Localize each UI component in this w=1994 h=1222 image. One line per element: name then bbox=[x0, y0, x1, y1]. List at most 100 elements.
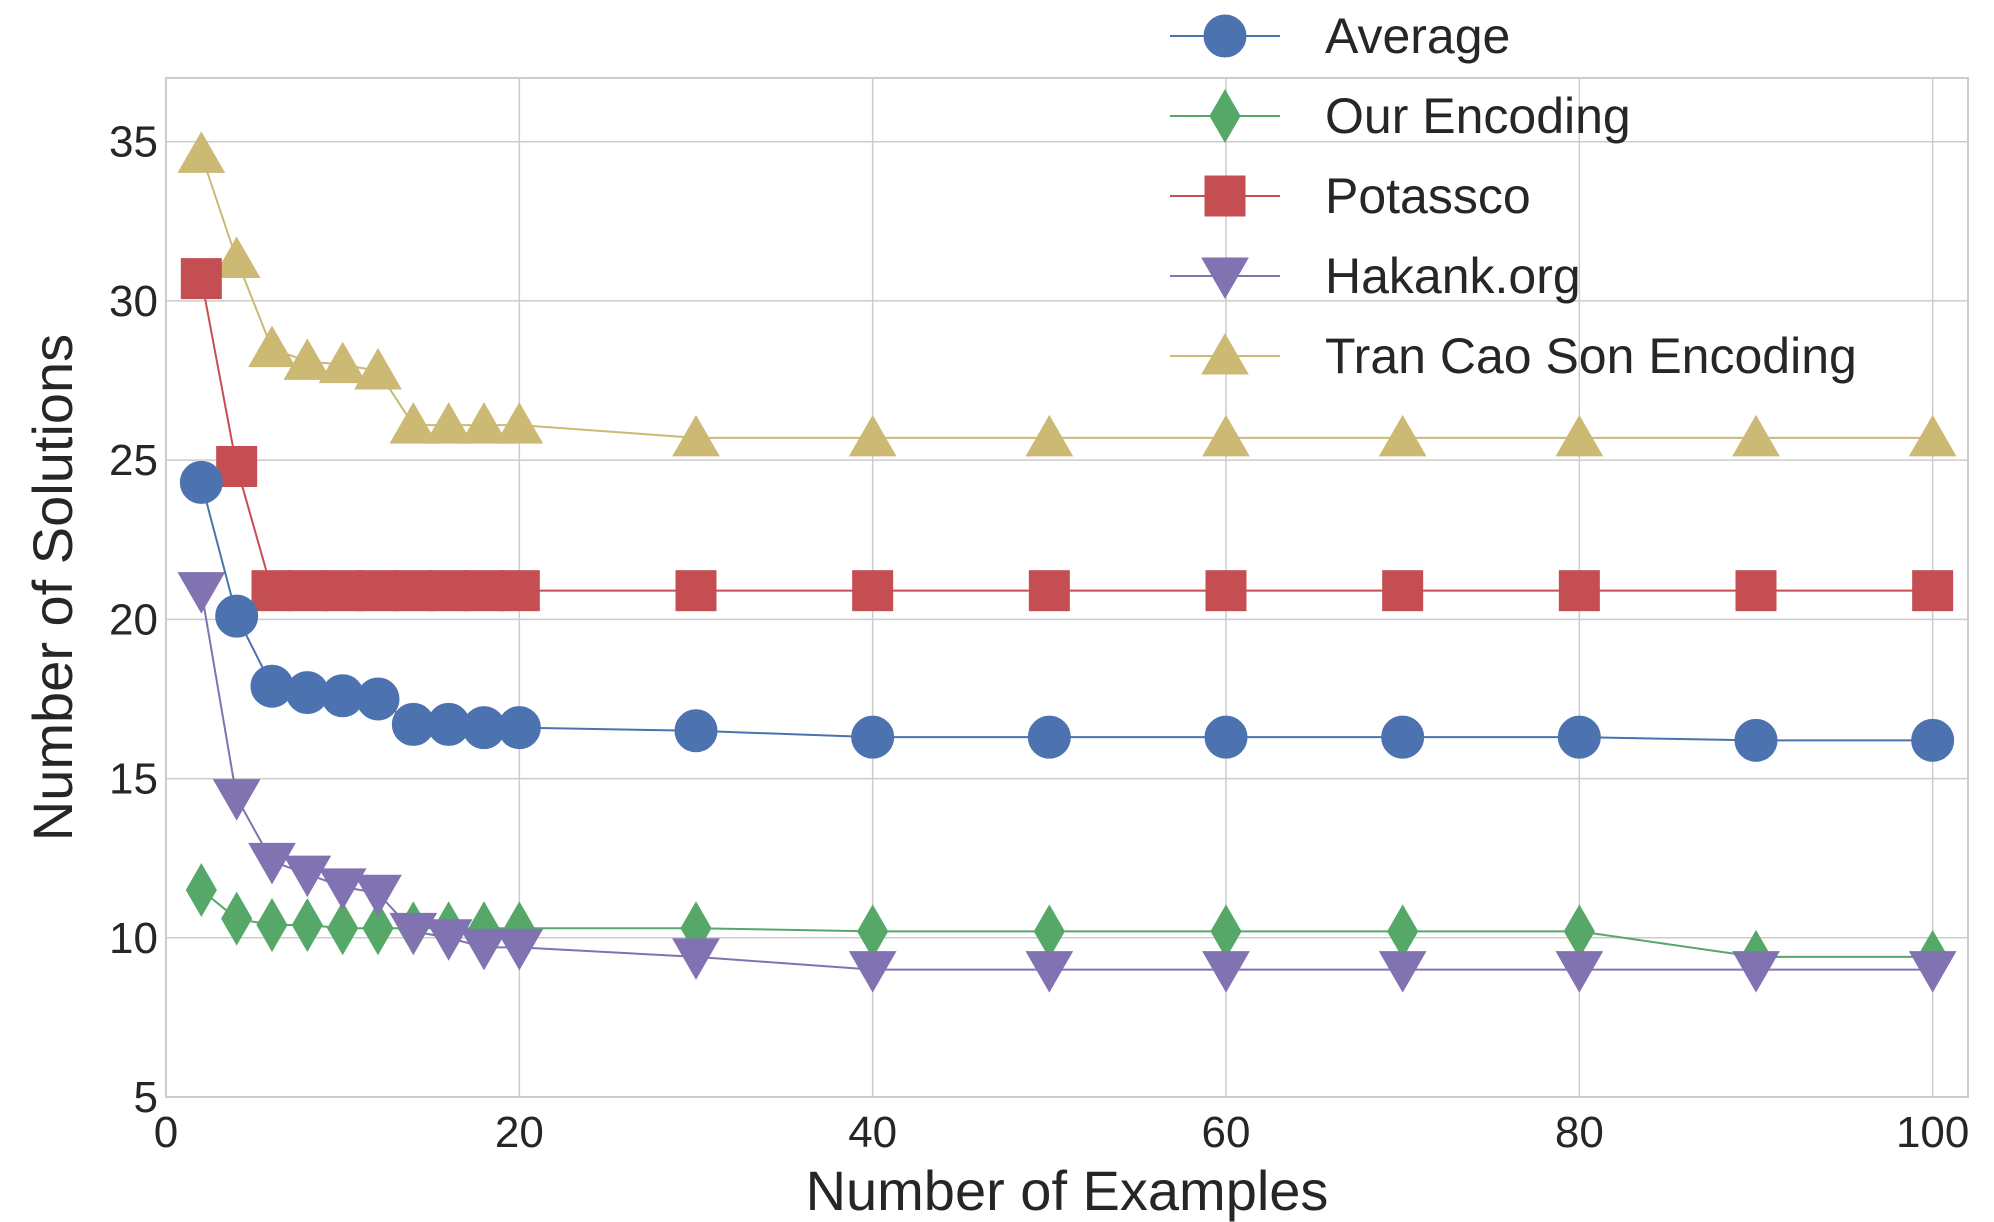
data-point bbox=[215, 594, 259, 638]
data-point bbox=[318, 341, 367, 384]
data-point bbox=[1734, 718, 1778, 762]
data-point bbox=[848, 951, 897, 993]
data-point bbox=[1025, 414, 1074, 457]
data-point bbox=[389, 912, 438, 955]
y-tick-label: 10 bbox=[109, 914, 158, 963]
data-point bbox=[354, 347, 402, 390]
data-point bbox=[1202, 951, 1250, 993]
data-point bbox=[674, 709, 718, 753]
data-point bbox=[1557, 715, 1601, 759]
data-point bbox=[1027, 715, 1071, 759]
data-point bbox=[424, 919, 473, 961]
data-point bbox=[1558, 570, 1600, 612]
legend-marker bbox=[1209, 88, 1241, 144]
legend-item: Potassco bbox=[1170, 168, 1531, 224]
x-tick-label: 60 bbox=[1202, 1108, 1251, 1157]
data-point bbox=[250, 664, 294, 708]
data-point bbox=[180, 258, 222, 300]
series-line bbox=[200, 482, 1933, 742]
data-point bbox=[1204, 715, 1248, 759]
legend-item: Tran Cao Son Encoding bbox=[1170, 328, 1857, 384]
data-point bbox=[497, 706, 541, 750]
data-point bbox=[248, 325, 296, 368]
data-point bbox=[1025, 951, 1074, 993]
data-point bbox=[362, 901, 394, 956]
data-point bbox=[1382, 570, 1424, 612]
series-layer bbox=[177, 131, 1957, 993]
y-tick-label: 20 bbox=[109, 595, 158, 644]
legend-item: Our Encoding bbox=[1170, 88, 1631, 144]
data-point bbox=[848, 414, 897, 457]
data-point bbox=[1378, 951, 1427, 993]
y-axis-ticks: 5 10 15 20 25 30 35 bbox=[109, 118, 158, 1122]
y-tick-label: 15 bbox=[109, 755, 158, 804]
data-point bbox=[852, 570, 894, 612]
data-point bbox=[318, 868, 367, 910]
data-point bbox=[1908, 414, 1957, 457]
data-point bbox=[322, 570, 364, 612]
data-point bbox=[1378, 414, 1427, 457]
data-point bbox=[286, 570, 328, 612]
data-point bbox=[1387, 904, 1419, 959]
data-point bbox=[1555, 951, 1604, 993]
data-point bbox=[327, 901, 359, 956]
y-tick-label: 30 bbox=[109, 277, 158, 326]
data-point bbox=[1912, 570, 1954, 612]
plot-frame bbox=[165, 77, 1969, 1098]
data-point bbox=[463, 570, 505, 612]
data-point bbox=[212, 236, 261, 279]
data-point bbox=[177, 572, 226, 614]
legend-item: Average bbox=[1170, 8, 1510, 64]
data-point bbox=[179, 460, 223, 504]
data-point bbox=[212, 779, 261, 821]
data-point bbox=[216, 445, 258, 487]
data-point bbox=[460, 402, 508, 444]
data-point bbox=[1732, 951, 1780, 993]
x-tick-label: 0 bbox=[154, 1108, 178, 1157]
legend: Average Our Encoding Potassco Hakank.org Tra… bbox=[1170, 8, 1857, 384]
data-point bbox=[221, 891, 253, 946]
data-point bbox=[1205, 570, 1247, 612]
data-point bbox=[248, 842, 296, 885]
data-point bbox=[498, 570, 540, 612]
data-point bbox=[1381, 715, 1425, 759]
data-point bbox=[251, 570, 293, 612]
data-point bbox=[1908, 951, 1957, 993]
legend-marker bbox=[1203, 14, 1247, 58]
data-point bbox=[1911, 718, 1955, 762]
y-axis-title: Number of Solutions bbox=[21, 334, 84, 841]
data-point bbox=[672, 414, 720, 457]
legend-label: Potassco bbox=[1325, 168, 1531, 224]
legend-label: Tran Cao Son Encoding bbox=[1325, 328, 1857, 384]
data-point bbox=[428, 570, 470, 612]
data-point bbox=[495, 402, 544, 444]
legend-label: Average bbox=[1325, 8, 1510, 64]
data-point bbox=[1732, 414, 1780, 457]
data-point bbox=[356, 677, 400, 721]
data-point bbox=[1563, 904, 1595, 959]
data-point bbox=[389, 402, 438, 444]
data-point bbox=[460, 928, 508, 971]
data-point bbox=[177, 131, 226, 173]
data-point bbox=[672, 938, 720, 980]
x-tick-label: 100 bbox=[1896, 1108, 1969, 1157]
legend-marker bbox=[1201, 257, 1249, 300]
data-point bbox=[354, 874, 402, 917]
data-point bbox=[1033, 904, 1065, 959]
x-axis-ticks: 0 20 40 60 80 100 bbox=[154, 1108, 1970, 1157]
data-point bbox=[283, 855, 332, 898]
data-point bbox=[851, 715, 895, 759]
x-tick-label: 80 bbox=[1555, 1108, 1604, 1157]
x-axis-title: Number of Examples bbox=[806, 1159, 1329, 1222]
data-point bbox=[1210, 904, 1242, 959]
data-point bbox=[357, 570, 399, 612]
series-average bbox=[179, 460, 1955, 762]
data-point bbox=[256, 898, 288, 953]
data-point bbox=[1202, 414, 1250, 457]
x-tick-label: 40 bbox=[848, 1108, 897, 1157]
legend-label: Our Encoding bbox=[1325, 88, 1631, 144]
data-point bbox=[857, 904, 889, 959]
y-tick-label: 35 bbox=[109, 118, 158, 167]
data-point bbox=[424, 402, 473, 444]
